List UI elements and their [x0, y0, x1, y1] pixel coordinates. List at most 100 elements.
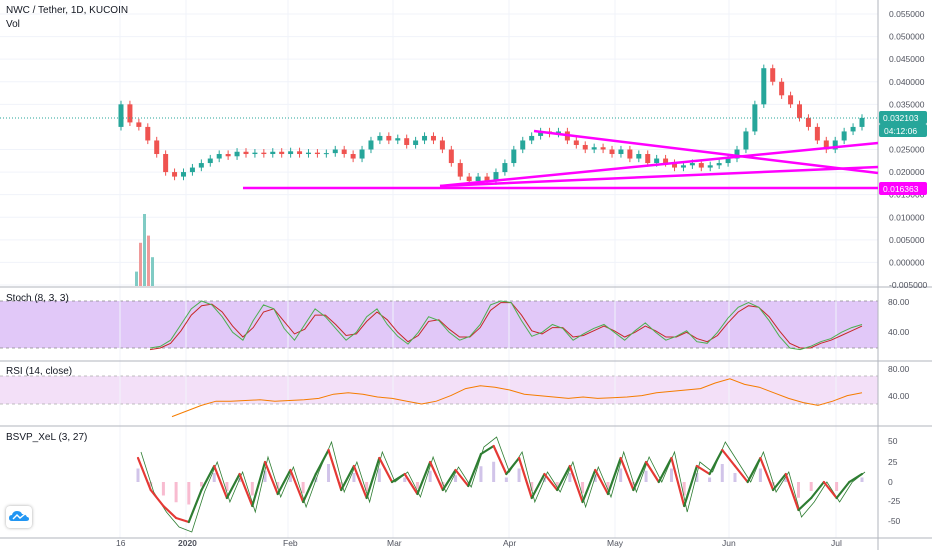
- candle-body: [779, 81, 785, 96]
- bsvp-title[interactable]: BSVP_XeL (3, 27): [6, 432, 88, 443]
- stoch-band: [0, 301, 878, 348]
- bsvp-hist-bar: [276, 482, 280, 489]
- bsvp-hist-bar: [517, 468, 521, 482]
- candle-body: [297, 151, 303, 155]
- ascending-trendline-lower[interactable]: [439, 165, 879, 188]
- rsi-tick-40: 40.00: [888, 391, 910, 401]
- bsvp-hist-bar: [187, 482, 191, 505]
- price-tick: 0.045000: [889, 54, 925, 64]
- bsvp-hist-bar: [555, 482, 559, 487]
- candle-body: [814, 126, 820, 141]
- volume-bar: [147, 235, 150, 286]
- stoch-k-line: [149, 300, 863, 351]
- candle-body: [234, 151, 240, 157]
- candle-body: [154, 140, 160, 155]
- bsvp-hist-bar: [695, 473, 699, 482]
- candle-body: [609, 149, 615, 155]
- time-label-apr: Apr: [503, 538, 516, 548]
- candle-body: [484, 176, 490, 182]
- volume-label[interactable]: Vol: [6, 19, 20, 30]
- bsvp-hist-bar: [250, 482, 254, 496]
- bsvp-hist-bar: [631, 482, 635, 487]
- bsvp-hist-bar: [225, 482, 229, 491]
- stoch-title[interactable]: Stoch (8, 3, 3): [6, 293, 69, 304]
- candle-body: [332, 149, 338, 154]
- bsvp-hist-bar: [479, 466, 483, 482]
- candle-body: [430, 135, 436, 141]
- candle-body: [770, 68, 776, 82]
- bsvp-tick-minus50: -50: [888, 516, 901, 526]
- volume-bar: [143, 214, 146, 286]
- bsvp-segment: [619, 456, 635, 492]
- bsvp-hist-bar: [365, 482, 369, 491]
- candle-body: [225, 154, 231, 157]
- bsvp-hist-bar: [758, 468, 762, 482]
- bsvp-segment: [556, 464, 571, 492]
- descending-trendline[interactable]: [533, 129, 879, 175]
- bsvp-segment: [149, 488, 165, 508]
- bsvp-segment: [721, 448, 737, 468]
- bsvp-hist-bar: [581, 482, 585, 494]
- time-label-jun: Jun: [722, 538, 736, 548]
- candle-body: [180, 172, 186, 177]
- price-tick: 0.040000: [889, 77, 925, 87]
- bsvp-segment: [352, 464, 368, 500]
- bsvp-segment: [314, 448, 330, 476]
- candle-body: [734, 149, 740, 159]
- candle-body: [645, 154, 651, 164]
- bsvp-tick-0: 0: [888, 477, 893, 487]
- candle-body: [136, 122, 142, 127]
- bsvp-segment: [175, 516, 190, 524]
- bsvp-segment: [606, 456, 622, 496]
- candle-body: [127, 104, 133, 123]
- candle-body: [591, 147, 597, 150]
- bsvp-hist-bar: [149, 482, 153, 487]
- bsvp-segment: [517, 456, 533, 500]
- stoch-tick-80: 80.00: [888, 297, 910, 307]
- candle-body: [323, 153, 329, 155]
- bsvp-hist-bar: [733, 473, 737, 482]
- candle-body: [145, 126, 151, 141]
- candle-body: [448, 149, 454, 164]
- tradingview-logo[interactable]: [6, 506, 32, 528]
- bsvp-hist-bar: [339, 482, 343, 487]
- bsvp-hist-bar: [784, 477, 788, 482]
- bsvp-hist-bar: [771, 482, 775, 487]
- candle-body: [279, 151, 285, 155]
- bsvp-segment: [289, 468, 305, 504]
- price-tick: 0.010000: [889, 212, 925, 222]
- candle-body: [752, 104, 758, 132]
- symbol-title[interactable]: NWC / Tether, 1D, KUCOIN: [6, 5, 129, 16]
- bsvp-hist-bar: [454, 475, 458, 482]
- rsi-line: [171, 378, 863, 418]
- vertical-gridlines: [119, 0, 837, 538]
- bsvp-hist-bar: [720, 464, 724, 482]
- bsvp-segment: [632, 460, 648, 492]
- ascending-trendline-upper[interactable]: [439, 141, 879, 188]
- bsvp-tick-50: 50: [888, 436, 898, 446]
- candle-body: [859, 117, 865, 127]
- bsvp-segment: [695, 464, 711, 476]
- candle-body: [529, 135, 535, 141]
- time-axis[interactable]: 16 2020 Feb Mar Apr May Jun Jul: [116, 538, 842, 548]
- line-level-text: 0.016363: [883, 184, 919, 194]
- bsvp-hist-bar: [504, 477, 508, 482]
- bsvp-hist-bar: [212, 473, 216, 482]
- candle-body: [672, 163, 678, 168]
- bsvp-segment: [848, 472, 864, 484]
- time-label-mar: Mar: [387, 538, 402, 548]
- candle-body: [457, 163, 463, 177]
- bsvp-segment: [136, 456, 152, 492]
- candle-body: [305, 152, 311, 155]
- candle-body: [600, 147, 606, 150]
- rsi-title[interactable]: RSI (14, close): [6, 366, 73, 377]
- trendlines[interactable]: [243, 129, 879, 190]
- bsvp-segment: [670, 456, 686, 508]
- bsvp-hist-bar: [682, 482, 686, 496]
- bsvp-segment: [683, 464, 698, 508]
- candle-body: [636, 154, 642, 159]
- candle-body: [413, 140, 419, 145]
- bsvp-segment: [390, 472, 406, 484]
